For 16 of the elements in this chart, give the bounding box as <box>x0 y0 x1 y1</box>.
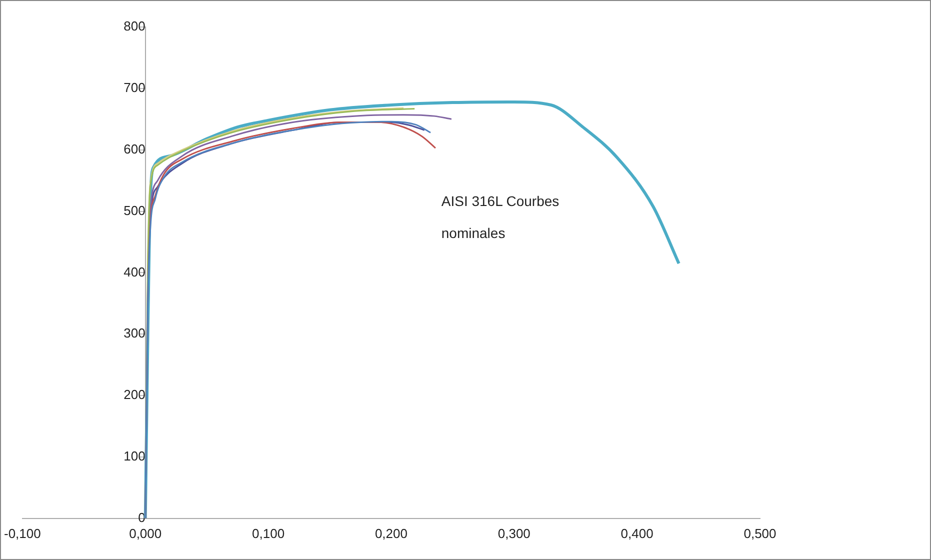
y-tick-label: 500 <box>124 202 146 218</box>
x-tick-label: 0,200 <box>374 526 408 541</box>
y-tick-label: 800 <box>124 18 146 34</box>
annotation: AISI 316L Courbes nominales <box>441 192 560 243</box>
x-tick-label: 0,000 <box>129 526 162 541</box>
x-tick-label: 0,400 <box>620 526 654 541</box>
x-tick-label: -0,100 <box>4 526 41 541</box>
y-tick-label: 700 <box>124 80 146 96</box>
y-tick-label: 100 <box>124 448 146 464</box>
x-tick-label: 0,300 <box>498 526 530 541</box>
y-tick-label: 600 <box>124 141 146 156</box>
x-tick-label: 0,100 <box>252 526 285 541</box>
y-tick-label: 200 <box>124 387 146 402</box>
x-tick-label: 0,500 <box>744 526 776 541</box>
y-tick-label: 300 <box>124 326 146 341</box>
y-tick-label: 400 <box>124 264 146 280</box>
